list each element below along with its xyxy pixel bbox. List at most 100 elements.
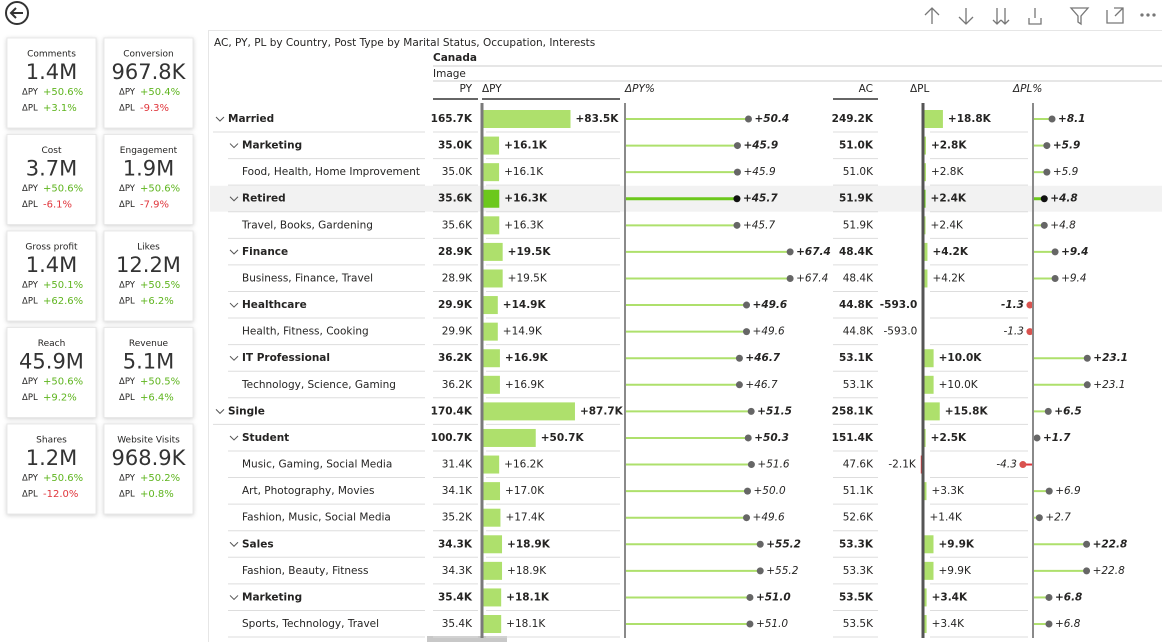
dpl-bar [923,242,928,261]
dpl-label: +2.8K [931,166,964,178]
dpl-pct-dot [1044,407,1052,415]
dpy-bar [482,402,575,421]
dpy-bar [482,508,501,527]
expand-toggle[interactable] [229,435,239,441]
expand-toggle[interactable] [215,409,225,415]
row-label: Food, Health, Home Improvement [242,166,420,178]
dpl-pct-label: +4.8 [1050,219,1076,231]
card-delta: +50.2% [140,473,180,484]
dpl-pct-dot [1083,540,1091,548]
dpy-pct-dot [786,248,794,256]
dpl-pct-dot [1083,354,1091,362]
expand-toggle[interactable] [215,116,225,122]
dpy-bar [482,428,536,447]
card-title: Conversion [123,50,173,60]
dpl-label: +15.8K [945,405,989,417]
card-delta-label: ΔPY [119,281,136,291]
card-title: Comments [27,50,76,60]
card-delta-label: ΔPL [119,104,135,114]
dpl-pct-label: +22.8 [1093,565,1125,577]
dpy-pct-dot [733,168,741,176]
dpy-pct-dot [735,354,743,362]
card-delta-label: ΔPL [22,200,38,210]
row-label: Healthcare [242,299,307,311]
dpl-pct-dot [1051,248,1059,256]
dpy-pct-label: +51.5 [757,405,792,417]
dpl-bar [923,588,927,607]
row-label: Fashion, Beauty, Fitness [242,565,368,577]
dpl-pct-label: +1.7 [1043,432,1071,444]
expand-toggle[interactable] [229,541,239,547]
ac-value: 51.9K [839,193,874,205]
ac-value: 51.0K [843,166,874,178]
dpy-pct-dot [744,115,752,123]
card-delta-label: ΔPL [119,393,135,403]
row-label: Single [228,405,265,417]
ac-value: 44.8K [839,299,874,311]
dpy-pct-label: +49.6 [753,299,788,311]
column-header: PY [459,83,472,95]
card-title: Gross profit [25,243,78,253]
dpy-label: +19.5K [508,246,552,258]
card-delta: +50.6% [43,87,83,98]
dpy-bar [482,455,500,474]
card-value: 1.4M [26,253,78,277]
expand-toggle[interactable] [229,196,239,202]
row-label: Fashion, Music, Social Media [242,512,391,524]
kpi-card [103,327,194,418]
kpi-card [6,327,97,418]
card-delta-label: ΔPL [22,490,38,500]
dpl-pct-dot [1040,195,1048,203]
dpl-label: +4.2K [932,272,965,284]
toolbar[interactable] [924,7,1156,26]
dpy-pct-label: +55.2 [766,565,798,577]
ac-value: 48.4K [839,246,874,258]
column-header: ΔPL% [1012,83,1042,95]
dpy-label: +16.3K [504,193,548,205]
dpl-pct-label: +6.9 [1055,485,1081,497]
dpl-label: +3.3K [931,485,964,497]
py-value: 35.4K [438,591,473,603]
dpy-bar [482,136,500,155]
dpy-pct-label: +50.4 [754,113,789,125]
dpy-bar [482,561,503,580]
card-delta-label: ΔPY [22,474,39,484]
dpy-pct-label: +51.6 [757,459,789,471]
dpl-label: +2.4K [931,219,964,231]
ac-value: 48.4K [843,272,874,284]
card-delta-label: ΔPY [22,88,39,98]
dpy-label: +18.1K [506,591,550,603]
dpy-bar [482,349,500,368]
card-delta: +50.6% [43,377,83,388]
py-value: 35.6K [438,193,473,205]
dpy-pct-label: +55.2 [766,538,801,550]
column-header: AC [859,83,873,95]
dpy-pct-label: +51.0 [756,618,788,630]
card-delta-label: ΔPY [119,474,136,484]
dpl-pct-label: +6.8 [1055,618,1081,630]
card-delta: +0.8% [140,489,174,500]
kpi-card [6,423,97,515]
back-button[interactable] [5,1,29,25]
ac-value: 53.5K [839,591,874,603]
row-label: Finance [242,246,288,258]
dpy-label: +16.9K [505,379,545,391]
dpy-bar [482,535,503,554]
expand-toggle[interactable] [229,302,239,308]
post-type-header: Image [433,68,466,80]
card-delta: +6.2% [140,296,174,307]
ac-value: 53.1K [843,379,874,391]
py-value: 35.2K [442,512,473,524]
dpl-label: -593.0 [880,299,918,311]
scrollbar[interactable] [427,636,507,642]
expand-toggle[interactable] [229,143,239,149]
dpl-label: -593.0 [884,326,918,338]
expand-toggle[interactable] [229,355,239,361]
py-value: 35.6K [442,219,473,231]
expand-toggle[interactable] [229,249,239,255]
card-title: Engagement [120,146,178,156]
expand-toggle[interactable] [229,595,239,601]
ac-value: 53.3K [843,565,874,577]
dpl-pct-dot [1045,620,1053,628]
row-label: Sales [242,538,274,550]
